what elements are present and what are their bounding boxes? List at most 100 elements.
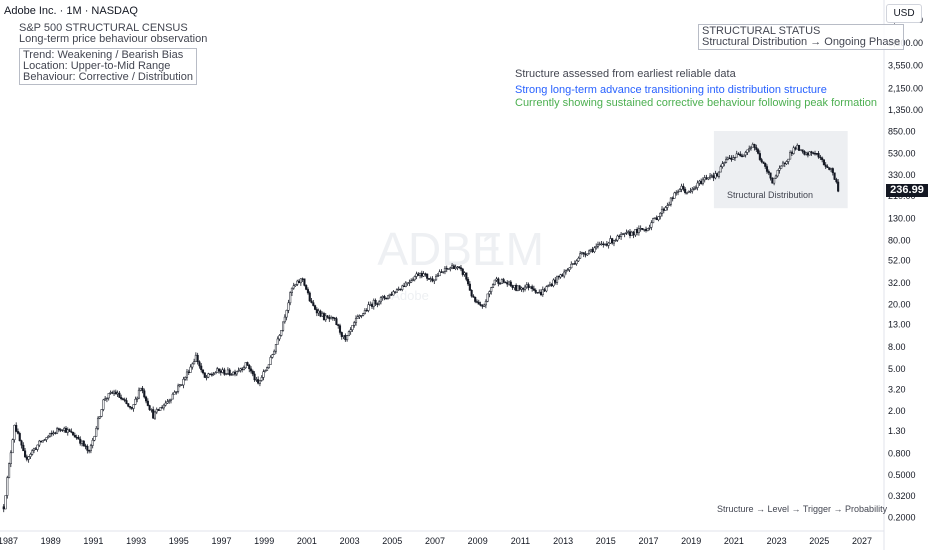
- blue-note: Strong long-term advance transitioning i…: [515, 84, 827, 96]
- x-tick-label: 2017: [638, 536, 658, 546]
- y-tick-label: 0.5000: [888, 470, 916, 480]
- candle-body: [632, 231, 635, 236]
- candle-body: [406, 282, 409, 284]
- x-tick-label: 2021: [724, 536, 744, 546]
- candle-body: [436, 275, 439, 277]
- candle-body: [483, 304, 486, 307]
- candle-body: [168, 400, 171, 402]
- candle-body: [109, 392, 112, 394]
- candle-body: [376, 303, 379, 305]
- candle-body: [531, 286, 534, 290]
- currency-button[interactable]: USD: [886, 4, 922, 23]
- candle-body: [18, 433, 21, 442]
- candle-body: [664, 207, 667, 211]
- candle-body: [401, 285, 404, 290]
- candle-body: [374, 300, 377, 305]
- census-subtitle: Long-term price behaviour observation: [19, 33, 208, 45]
- y-tick-label: 32.00: [888, 278, 911, 288]
- candle-body: [145, 396, 148, 402]
- candle-body: [180, 384, 183, 386]
- candle-body: [835, 179, 838, 183]
- candle-body: [86, 446, 89, 451]
- candle-body: [447, 268, 450, 270]
- candle-body: [111, 392, 114, 394]
- candle-body: [716, 173, 719, 177]
- candle-body: [529, 286, 532, 288]
- candle-body: [776, 170, 779, 177]
- candle-body: [801, 149, 804, 152]
- candle-body: [799, 149, 802, 151]
- candle-body: [15, 424, 18, 432]
- candle-body: [356, 316, 359, 319]
- x-tick-label: 1989: [41, 536, 61, 546]
- status-value: Structural Distribution → Ongoing Phase: [702, 36, 901, 48]
- candle-body: [290, 287, 294, 293]
- candle-body: [392, 291, 395, 296]
- trend-line: Trend: Weakening / Bearish Bias: [23, 49, 184, 61]
- candle-body: [22, 444, 25, 452]
- candle-body: [520, 287, 523, 290]
- candle-body: [721, 163, 724, 167]
- candle-body: [573, 263, 576, 265]
- candle-body: [579, 253, 582, 259]
- candle-body: [187, 371, 190, 374]
- candle-body: [347, 331, 350, 337]
- candle-body: [298, 280, 301, 284]
- chart-title: Adobe Inc. · 1M · NASDAQ: [4, 5, 138, 17]
- candle-body: [370, 304, 374, 307]
- candle-body: [765, 166, 769, 172]
- x-tick-label: 2025: [809, 536, 829, 546]
- candle-body: [146, 400, 149, 406]
- candle-body: [219, 370, 222, 373]
- candle-body: [123, 399, 126, 401]
- candle-body: [806, 152, 809, 156]
- candle-body: [363, 310, 366, 314]
- last-price-label: 236.99: [886, 184, 928, 197]
- candle-body: [684, 188, 687, 193]
- candle-body: [205, 376, 208, 379]
- candle-body: [539, 291, 543, 295]
- candle-body: [100, 409, 103, 417]
- candle-body: [568, 267, 571, 271]
- candle-body: [214, 372, 217, 375]
- candle-body: [196, 354, 199, 363]
- price-axis[interactable]: 9,500.005,800.003,550.002,150.001,350.00…: [888, 15, 923, 523]
- status-box: STRUCTURAL STATUS Structural Distributio…: [698, 24, 905, 50]
- candle-body: [644, 229, 648, 231]
- candle-body: [778, 168, 781, 171]
- candle-body: [72, 431, 75, 436]
- candle-body: [77, 437, 80, 440]
- candle-body: [746, 149, 749, 153]
- candle-body: [463, 272, 466, 275]
- candle-body: [484, 301, 487, 306]
- candle-body: [762, 161, 765, 164]
- distribution-zone: [713, 131, 848, 209]
- candle-body: [580, 252, 584, 255]
- candle-body: [212, 373, 215, 375]
- candle-body: [38, 440, 41, 446]
- candle-body: [783, 162, 786, 165]
- candle-body: [678, 189, 681, 193]
- candle-body: [486, 293, 489, 302]
- candle-body: [96, 417, 100, 429]
- candle-body: [797, 145, 801, 151]
- candle-body: [753, 144, 756, 148]
- candle-body: [127, 403, 130, 407]
- candle-body: [105, 397, 108, 400]
- candle-body: [479, 304, 482, 306]
- candle-body: [244, 362, 247, 369]
- candle-body: [767, 171, 770, 174]
- candle-body: [614, 239, 617, 242]
- candle-body: [372, 300, 375, 307]
- candle-body: [4, 495, 7, 510]
- candle-body: [269, 357, 272, 365]
- candle-body: [2, 506, 5, 510]
- candle-body: [221, 369, 224, 373]
- candle-body: [32, 448, 36, 451]
- candle-body: [68, 429, 71, 432]
- time-axis[interactable]: 1987 1989 1991 1993 1995 1997 1999 2001 2003 2005…: [0, 536, 872, 546]
- candle-body: [287, 302, 290, 311]
- candle-body: [609, 238, 612, 244]
- candle-body: [47, 435, 50, 438]
